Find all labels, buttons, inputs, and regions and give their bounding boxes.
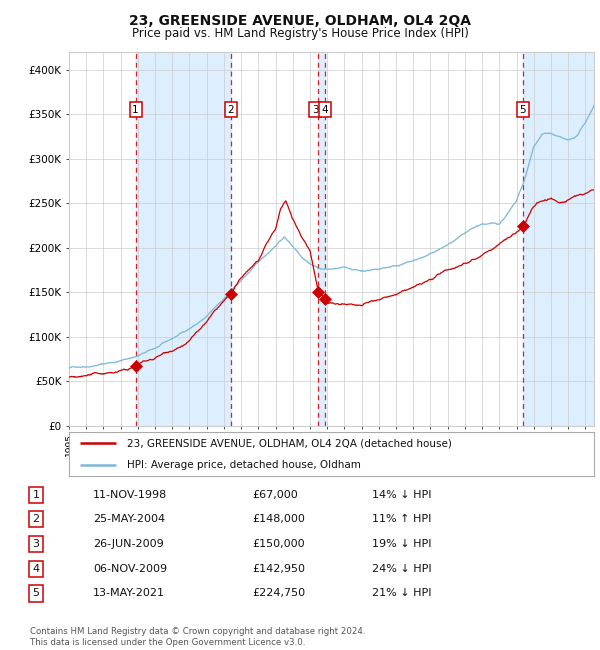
Text: 5: 5 [32,588,40,599]
Text: 4: 4 [32,564,40,574]
Text: £148,000: £148,000 [252,514,305,525]
Text: HPI: Average price, detached house, Oldham: HPI: Average price, detached house, Oldh… [127,460,361,470]
Text: Contains HM Land Registry data © Crown copyright and database right 2024.
This d: Contains HM Land Registry data © Crown c… [30,627,365,647]
Bar [319,52,325,426]
Bar [136,52,231,426]
Text: 1: 1 [133,105,139,115]
Text: Price paid vs. HM Land Registry's House Price Index (HPI): Price paid vs. HM Land Registry's House … [131,27,469,40]
Text: £224,750: £224,750 [252,588,305,599]
Text: 13-MAY-2021: 13-MAY-2021 [93,588,165,599]
Text: £67,000: £67,000 [252,489,298,500]
Text: 2: 2 [227,105,234,115]
Text: 23, GREENSIDE AVENUE, OLDHAM, OL4 2QA (detached house): 23, GREENSIDE AVENUE, OLDHAM, OL4 2QA (d… [127,438,452,448]
Text: 11% ↑ HPI: 11% ↑ HPI [372,514,431,525]
Text: 11-NOV-1998: 11-NOV-1998 [93,489,167,500]
Text: 5: 5 [520,105,526,115]
Text: 21% ↓ HPI: 21% ↓ HPI [372,588,431,599]
Text: 25-MAY-2004: 25-MAY-2004 [93,514,165,525]
Text: 19% ↓ HPI: 19% ↓ HPI [372,539,431,549]
Text: 06-NOV-2009: 06-NOV-2009 [93,564,167,574]
Text: £150,000: £150,000 [252,539,305,549]
Text: 2: 2 [32,514,40,525]
Text: 26-JUN-2009: 26-JUN-2009 [93,539,164,549]
Text: 3: 3 [312,105,319,115]
Text: £142,950: £142,950 [252,564,305,574]
Text: 4: 4 [322,105,328,115]
Text: 24% ↓ HPI: 24% ↓ HPI [372,564,431,574]
Bar [523,52,594,426]
Text: 3: 3 [32,539,40,549]
Text: 1: 1 [32,489,40,500]
Text: 14% ↓ HPI: 14% ↓ HPI [372,489,431,500]
Text: 23, GREENSIDE AVENUE, OLDHAM, OL4 2QA: 23, GREENSIDE AVENUE, OLDHAM, OL4 2QA [129,14,471,29]
